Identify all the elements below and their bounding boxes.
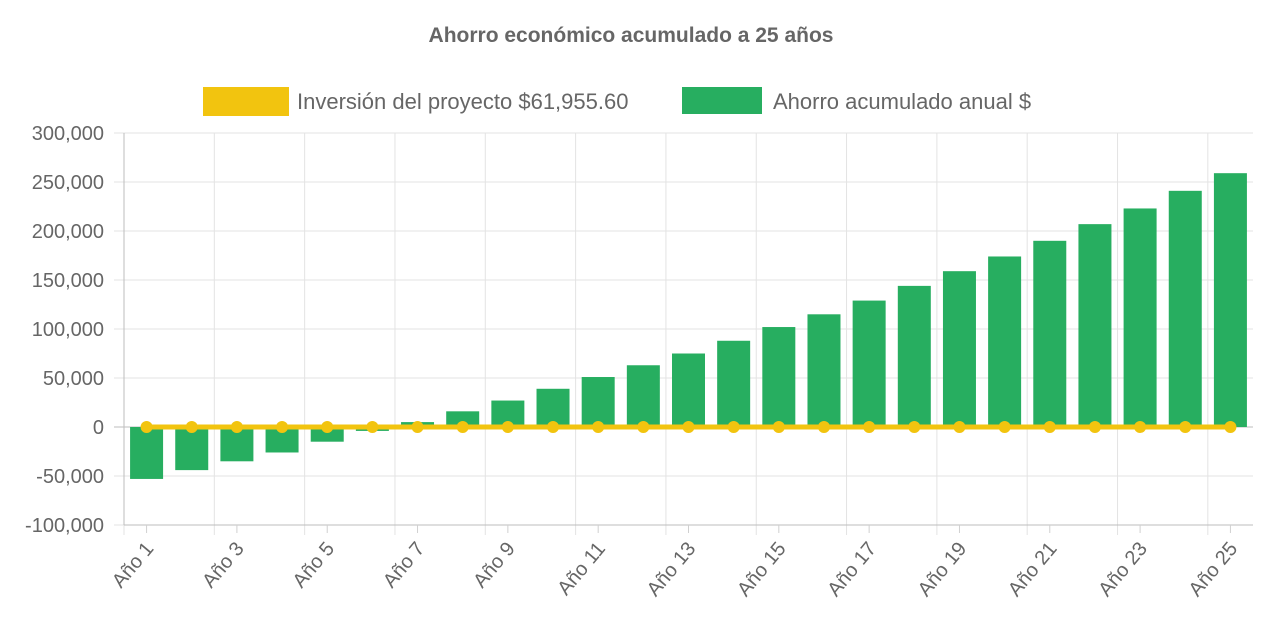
legend-swatch-investment — [203, 87, 289, 116]
y-tick-label: -50,000 — [36, 466, 104, 488]
bar-año-19 — [942, 271, 976, 427]
x-tick-label: Año 3 — [198, 538, 248, 592]
x-tick-label: Año 13 — [643, 538, 701, 601]
legend-label-investment: Inversión del proyecto $61,955.60 — [297, 89, 628, 114]
bar-año-13 — [672, 353, 705, 427]
investment-point — [727, 421, 740, 433]
y-tick-label: 50,000 — [43, 368, 104, 390]
investment-point — [140, 421, 153, 433]
bar-año-12 — [626, 365, 660, 427]
y-tick-label: -100,000 — [25, 515, 104, 537]
chart-title: Ahorro económico acumulado a 25 años — [429, 24, 834, 47]
investment-point — [908, 421, 921, 433]
bar-año-24 — [1168, 190, 1202, 427]
x-tick-label: Año 15 — [733, 538, 791, 601]
investment-point — [592, 421, 605, 433]
investment-line-layer — [140, 421, 1237, 433]
bars — [130, 173, 1247, 479]
investment-point — [863, 421, 876, 433]
bar-año-10 — [536, 388, 570, 427]
y-axis-ticks: 300,000 250,000 200,000 150,000 100,000 50,00… — [25, 123, 104, 537]
bar-año-25 — [1213, 173, 1247, 427]
x-tick-label: Año 1 — [108, 538, 158, 592]
x-tick-label: Año 19 — [914, 538, 972, 601]
bar-año-18 — [897, 285, 931, 427]
legend-label-savings: Ahorro acumulado anual $ — [773, 89, 1031, 114]
x-tick-label: Año 11 — [553, 538, 610, 600]
investment-point — [411, 421, 424, 433]
bar-año-8 — [446, 411, 480, 427]
x-tick-label: Año 7 — [379, 538, 429, 592]
y-tick-label: 100,000 — [32, 319, 104, 341]
legend-swatch-savings — [682, 87, 762, 114]
investment-point — [1043, 421, 1056, 433]
x-tick-label: Año 21 — [1004, 538, 1062, 601]
bar-año-17 — [852, 300, 886, 427]
investment-point — [1224, 421, 1237, 433]
y-tick-label: 200,000 — [32, 221, 104, 243]
bar-año-11 — [581, 377, 615, 427]
x-axis-ticks: Año 1 Año 3 Año 5 Año 7 Año 9 Año 11 Año 13 Año… — [108, 525, 1242, 601]
investment-point — [276, 421, 289, 433]
y-tick-label: 0 — [93, 417, 104, 439]
bar-año-5 — [310, 427, 344, 442]
investment-point — [1088, 421, 1101, 433]
x-tick-label: Año 5 — [289, 538, 339, 592]
investment-point — [772, 421, 785, 433]
investment-point — [817, 421, 830, 433]
bar-año-2 — [175, 427, 209, 471]
bar-año-21 — [1033, 240, 1067, 427]
x-tick-label: Año 23 — [1094, 538, 1152, 601]
investment-point — [321, 421, 334, 433]
investment-point — [185, 421, 198, 433]
investment-point — [1179, 421, 1192, 433]
bar-año-22 — [1078, 224, 1112, 427]
investment-point — [366, 421, 379, 433]
investment-point — [230, 421, 243, 433]
investment-point — [953, 421, 966, 433]
bar-año-20 — [988, 256, 1022, 427]
legend: Inversión del proyecto $61,955.60 Ahorro… — [203, 87, 1031, 116]
y-tick-label: 300,000 — [32, 123, 104, 145]
investment-point — [998, 421, 1011, 433]
x-tick-label: Año 25 — [1185, 538, 1243, 601]
investment-point — [637, 421, 650, 433]
x-tick-label: Año 17 — [823, 538, 881, 601]
bar-año-16 — [807, 314, 841, 427]
y-tick-label: 150,000 — [32, 270, 104, 292]
investment-point — [682, 421, 695, 433]
y-tick-label: 250,000 — [32, 172, 104, 194]
investment-point — [547, 421, 560, 433]
investment-point — [1134, 421, 1147, 433]
investment-point — [456, 421, 469, 433]
bar-año-14 — [717, 340, 751, 427]
investment-point — [501, 421, 514, 433]
x-tick-label: Año 9 — [469, 538, 519, 592]
bar-año-1 — [130, 427, 164, 479]
bar-año-15 — [762, 327, 796, 427]
bar-año-23 — [1123, 208, 1157, 427]
